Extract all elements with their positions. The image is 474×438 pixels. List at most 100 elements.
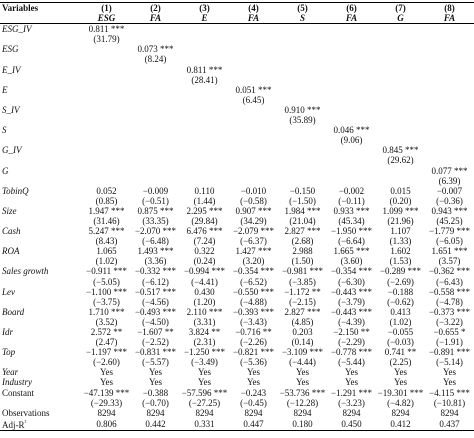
coef-cell: −0.007 [436,185,463,196]
empty-cell [376,24,425,35]
tstat-cell: (6.45) [242,94,265,105]
empty-cell [278,54,327,64]
coef-cell: −0.362 *** [428,266,471,277]
coef-cell: 8294 [195,407,214,418]
empty-cell [131,105,180,115]
coef-cell: −0.289 *** [379,266,422,277]
empty-cell [327,85,376,95]
coef-cell: −0.188 [387,286,414,297]
tstat-row: (0.85) (−0.51) (1.44) (−0.58) (−1.50) (−0.11)… [0,196,474,206]
tstat-cell: (1.44) [193,195,216,206]
empty-cell [425,54,474,64]
coef-cell: −0.891 *** [428,347,471,358]
tstat-cell: (29.62) [387,155,414,166]
coef-cell: −0.373 *** [428,306,471,317]
coef-cell: 2.572 ** [90,327,123,337]
coef-cell: −0.010 [240,185,267,196]
empty-cell [82,115,131,125]
empty-cell [180,155,229,165]
coef-cell: −0.994 *** [183,266,226,277]
empty-cell [376,95,425,105]
coef-cell: 2.988 [292,246,313,257]
coef-row: TobinQ 0.052 −0.009 0.110 −0.010 −0.150 −0.002… [0,186,474,196]
variables-header: Variables [0,1,82,25]
coef-cell: Yes [246,367,261,378]
empty-cell [327,75,376,85]
coef-row: E_IV 0.811 *** [0,65,474,75]
empty-cell [278,125,327,135]
empty-cell [180,125,229,135]
tstat-cell: (31.79) [93,34,120,45]
coef-row: ROA 1.065 1.493 *** 0.322 1.427 *** 2.988 1.66… [0,246,474,256]
empty-cell [327,24,376,35]
coef-row: Industry Yes Yes Yes Yes Yes Yes Yes Yes [0,377,474,387]
empty-cell [327,54,376,64]
coef-row: Adj-R² 0.806 0.442 0.331 0.447 0.180 0.450 0.41… [0,417,474,431]
header-row: Variables (1) (2) (3) (4) (5) (6) (7) (8) [0,1,474,25]
tstat-cell: (−6.52) [240,276,267,287]
coef-row: Size 1.947 *** 0.875 *** 2.295 *** 0.907 ***… [0,206,474,216]
row-label: Idr [2,327,13,337]
coef-row: Sales growth −0.911 *** −0.332 *** −0.994 *… [0,266,474,276]
row-label: Cash [2,226,21,237]
empty-cell [376,166,425,176]
empty-cell [82,105,131,115]
coef-cell: Yes [148,367,163,378]
empty-cell [327,115,376,125]
empty-cell [0,337,82,347]
tstat-cell: (−6.05) [436,236,463,247]
empty-cell [131,115,180,125]
empty-cell [131,166,180,176]
tstat-row: (−29.33) (−0.70) (−27.25) (−0.45) (−12.28) (−… [0,398,474,408]
empty-cell [376,85,425,95]
coef-cell: 0.943 *** [431,205,468,216]
tstat-cell: (3.52) [95,316,118,327]
coef-cell: 0.412 [376,417,425,431]
tstat-cell: (1.02) [95,256,118,267]
empty-cell [376,65,425,75]
empty-cell [278,176,327,186]
tstat-cell: (8.43) [95,236,118,247]
coef-cell: Yes [148,377,163,388]
tstat-cell: (−0.62) [387,296,414,307]
tstat-cell: (−29.33) [90,397,123,408]
column-number: (5) [278,2,327,14]
empty-cell [131,135,180,145]
tstat-cell: (−0.70) [142,397,169,408]
coef-cell: −0.778 *** [330,347,373,358]
coef-cell: Yes [246,377,261,388]
coef-cell: Yes [295,367,310,378]
tstat-cell: (0.20) [389,195,412,206]
tstat-row: (8.43) (−6.48) (7.24) (−6.37) (2.68) (−6.64) (… [0,236,474,246]
tstat-cell: (45.25) [436,215,463,226]
coef-row: ESG 0.073 *** [0,44,474,54]
coef-cell: 1.602 [390,246,411,257]
coef-cell: 0.933 *** [333,205,370,216]
empty-cell [327,155,376,165]
coef-cell: 0.110 [194,185,215,196]
empty-cell [0,398,82,408]
coef-cell: 0.907 *** [235,205,272,216]
empty-cell [131,24,180,35]
coef-cell: −0.655 * [433,327,466,337]
empty-cell [131,176,180,186]
tstat-cell: (−0.36) [436,195,463,206]
coef-cell: 0.073 *** [137,44,174,55]
tstat-cell: (−4.82) [387,397,414,408]
empty-cell [0,176,82,186]
empty-cell [425,65,474,75]
empty-cell [327,145,376,155]
coef-cell: 0.806 [82,417,131,431]
tstat-cell: (3.57) [438,256,461,267]
coef-cell: 0.051 *** [235,84,272,95]
row-label: G [2,165,9,176]
tstat-cell: (−0.58) [240,195,267,206]
empty-cell [278,24,327,35]
coef-cell: Yes [442,367,457,378]
coef-cell: 6.476 *** [186,226,223,237]
coef-row: ESG_IV 0.811 *** [0,24,474,35]
coef-cell: 0.322 [194,246,215,257]
coef-row: Year Yes Yes Yes Yes Yes Yes Yes Yes [0,367,474,377]
empty-cell [180,44,229,54]
